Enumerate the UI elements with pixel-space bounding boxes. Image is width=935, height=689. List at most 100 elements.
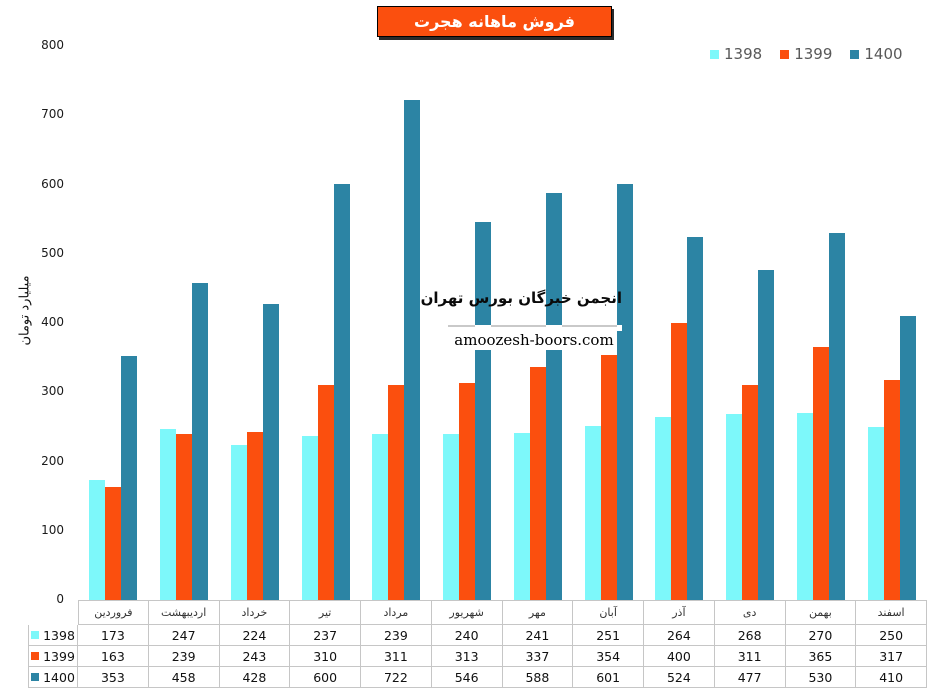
bar-1399-month-12 [883, 380, 900, 600]
watermark-divider [448, 325, 620, 327]
table-value-cell: 250 [856, 625, 927, 646]
table-row-label: 1398 [43, 627, 75, 643]
bar-group-8 [573, 46, 644, 600]
bar-1399-month-7 [529, 367, 546, 600]
y-tick-label: 0 [56, 592, 64, 606]
table-value-cell: 524 [644, 667, 715, 688]
y-tick-label: 100 [41, 522, 64, 537]
bar-1399-month-10 [742, 385, 759, 600]
bar-group-4 [290, 46, 361, 600]
table-value-cell: 722 [361, 667, 432, 688]
table-row-label: 1400 [43, 669, 75, 685]
table-value-cell: 310 [290, 646, 361, 667]
bar-1399-month-9 [671, 323, 688, 600]
table-month-header: بهمن [785, 600, 857, 625]
table-row-header-1398: 1398 [28, 625, 78, 646]
table-month-header: اسفند [856, 600, 927, 625]
legend-label: 1399 [794, 45, 833, 63]
table-value-cell: 588 [502, 667, 574, 688]
table-month-header: اردیبهشت [148, 600, 220, 625]
bar-1400-month-8 [616, 184, 633, 600]
watermark-notch [545, 325, 562, 331]
bar-1400-month-4 [333, 184, 350, 600]
plot-area [78, 46, 927, 600]
watermark: انجمن خبرگان بورس تهران amoozesh-boors.c… [420, 287, 622, 350]
bar-1399-month-11 [812, 347, 829, 600]
table-value-cell: 410 [856, 667, 927, 688]
bar-1398-month-6 [443, 434, 460, 600]
table-value-cell: 311 [361, 646, 432, 667]
table-month-header: فروردین [78, 600, 149, 625]
bar-1398-month-1 [89, 480, 106, 600]
table-value-cell: 354 [573, 646, 644, 667]
table-value-cell: 546 [431, 667, 503, 688]
table-value-cell: 251 [573, 625, 644, 646]
bar-1399-month-5 [388, 385, 405, 600]
table-value-cell: 240 [431, 625, 503, 646]
bar-1400-month-9 [687, 237, 704, 600]
bar-1398-month-4 [301, 436, 318, 600]
bar-group-11 [786, 46, 857, 600]
table-value-cell: 313 [431, 646, 503, 667]
table-value-cell: 428 [219, 667, 291, 688]
y-tick-label: 200 [41, 453, 64, 468]
watermark-title: انجمن خبرگان بورس تهران [420, 289, 622, 307]
bar-group-5 [361, 46, 432, 600]
table-row-swatch-1399 [31, 652, 40, 660]
legend-label: 1400 [864, 45, 903, 63]
bar-group-12 [856, 46, 927, 600]
table-value-cell: 239 [148, 646, 220, 667]
bar-1399-month-2 [176, 434, 193, 600]
table-value-cell: 601 [573, 667, 644, 688]
bar-1399-month-8 [600, 355, 617, 600]
table-value-cell: 317 [856, 646, 927, 667]
bar-1399-month-1 [105, 487, 122, 600]
y-tick-label: 500 [41, 245, 64, 260]
table-month-header: آبان [573, 600, 644, 625]
bar-1400-month-6 [475, 222, 492, 600]
bar-group-9 [644, 46, 715, 600]
table-value-cell: 163 [78, 646, 149, 667]
table-month-header: دی [714, 600, 786, 625]
table-value-cell: 239 [361, 625, 432, 646]
legend-label: 1398 [724, 45, 763, 63]
table-month-header: تیر [290, 600, 361, 625]
watermark-domain: amoozesh-boors.com [452, 331, 616, 350]
legend-item-1398: 1398 [710, 45, 762, 63]
table-month-header: خرداد [219, 600, 291, 625]
table-value-cell: 268 [714, 625, 786, 646]
y-tick-label: 300 [41, 384, 64, 399]
table-value-cell: 477 [714, 667, 786, 688]
legend: 1398 1399 1400 [710, 45, 903, 63]
bar-1400-month-2 [192, 283, 209, 600]
table-value-cell: 458 [148, 667, 220, 688]
bar-1400-month-12 [899, 316, 916, 600]
table-month-header: مهر [502, 600, 574, 625]
y-axis-title: میلیارد تومان [17, 274, 33, 346]
y-tick-label: 600 [41, 176, 64, 191]
watermark-notch [616, 325, 622, 331]
table-row-label: 1399 [43, 648, 75, 664]
bar-1400-month-1 [121, 356, 138, 600]
table-value-cell: 270 [785, 625, 857, 646]
bar-1398-month-10 [726, 414, 743, 600]
table-value-cell: 365 [785, 646, 857, 667]
y-tick-label: 400 [41, 315, 64, 329]
table-month-header: مرداد [361, 600, 432, 625]
bar-1399-month-4 [317, 385, 334, 600]
bar-1398-month-8 [584, 426, 601, 600]
bar-1398-month-2 [160, 429, 177, 600]
data-table: فروردین اردیبهشت خرداد تیر مرداد شهریور مهر آبا… [28, 600, 927, 688]
table-month-header: شهریور [431, 600, 503, 625]
table-value-cell: 173 [78, 625, 149, 646]
legend-swatch-1399 [780, 49, 790, 59]
table-value-cell: 237 [290, 625, 361, 646]
bar-group-1 [78, 46, 149, 600]
legend-item-1400: 1400 [850, 45, 903, 63]
bar-1400-month-5 [404, 100, 421, 600]
legend-swatch-1398 [710, 49, 719, 59]
bar-1400-month-10 [758, 270, 775, 600]
table-value-cell: 224 [219, 625, 291, 646]
table-value-cell: 600 [290, 667, 361, 688]
